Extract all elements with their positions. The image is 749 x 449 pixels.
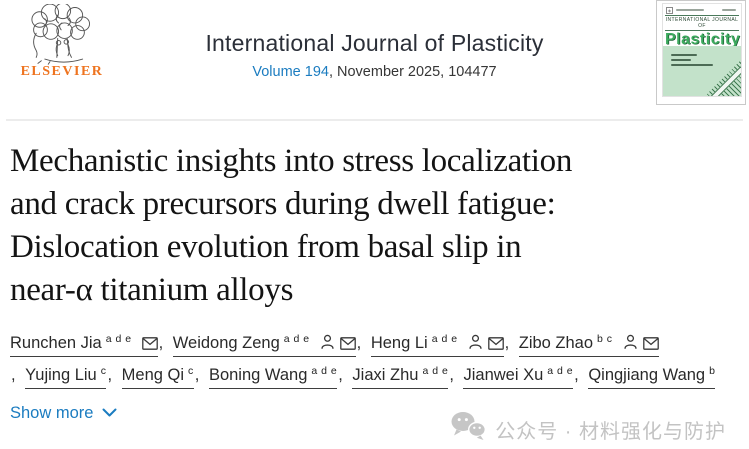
author-affiliation-sup: c [188,365,194,377]
author-item: , Boning Wang a d e [194,359,338,391]
email-icon [137,334,158,352]
author-name: Weidong Zeng [172,334,280,352]
author-link[interactable]: Boning Wang a d e [208,365,338,389]
author-link[interactable]: Jianwei Xu a d e [463,365,574,389]
author-name: Meng Qi [121,366,185,384]
author-list: Runchen Jia a d e, Weidong Zeng a d e, Hen… [10,327,749,391]
elsevier-logo[interactable]: ELSEVIER [12,4,112,80]
cover-text-bar [722,9,736,11]
article-title-line: and crack precursors during dwell fatigu… [10,186,556,222]
chevron-down-icon [102,404,117,423]
email-icon [483,334,504,352]
email-icon [638,334,659,352]
author-affiliation-sup: a d e [311,365,338,377]
journal-cover-thumbnail[interactable]: ◈ INTERNATIONAL JOURNAL OF Plasticity [656,0,746,105]
author-name: Zibo Zhao [518,334,594,352]
author-item: , Jiaxi Zhu a d e [337,359,449,391]
cover-text-bar [676,9,704,11]
author-item: , Meng Qi c [106,359,194,391]
author-affiliation-sup: a d e [422,365,449,377]
person-icon [463,334,483,352]
author-separator: , [449,366,459,384]
person-icon [618,334,638,352]
author-separator: , [158,334,168,352]
author-link[interactable]: Yujing Liu c [25,365,107,389]
journal-header-center: International Journal of Plasticity Volu… [0,30,749,80]
author-item: , Yujing Liu c [10,359,107,391]
author-name: Qingjiang Wang [588,366,706,384]
elsevier-wordmark: ELSEVIER [20,64,104,79]
article-header: Mechanistic insights into stress localiz… [0,140,749,423]
author-name: Heng Li [370,334,428,352]
author-item: Runchen Jia a d e [10,327,158,359]
cover-publisher-mark-icon: ◈ [666,6,673,14]
author-link[interactable]: Heng Li a d e [370,333,504,357]
article-title-line: Dislocation evolution from basal slip in [10,229,522,265]
author-name: Yujing Liu [25,366,97,384]
author-item: , Qingjiang Wang b [573,359,716,391]
author-link[interactable]: Meng Qi c [121,365,194,389]
author-affiliation-sup: a d e [431,333,458,345]
author-item: , Weidong Zeng a d e [158,327,356,359]
journal-title-link[interactable]: International Journal of Plasticity [205,30,544,56]
author-separator: , [574,366,584,384]
header-divider [6,119,743,121]
author-link[interactable]: Jiaxi Zhu a d e [352,365,449,389]
show-more-button[interactable]: Show more [10,404,117,423]
elsevier-tree-icon [12,4,112,66]
author-affiliation-sup: c [100,365,107,377]
email-icon [335,334,356,352]
journal-header: ELSEVIER International Journal of Plasti… [0,0,749,119]
watermark-text: 公众号 · 材料强化与防护 [495,420,726,443]
author-affiliation-sup: a d e [105,333,132,345]
article-title-line: Mechanistic insights into stress localiz… [10,143,573,179]
author-separator: , [356,334,366,352]
wechat-icon [450,411,487,447]
volume-link[interactable]: Volume 194 [252,64,329,80]
author-separator: , [194,366,204,384]
author-separator: , [338,366,348,384]
author-separator: , [11,366,21,384]
author-link[interactable]: Qingjiang Wang b [588,365,716,389]
author-name: Boning Wang [208,366,308,384]
author-affiliation-sup: b [709,365,716,377]
author-affiliation-sup: a d e [283,333,310,345]
article-title-line: near-α titanium alloys [10,272,294,308]
wechat-watermark: 公众号 · 材料强化与防护 [450,411,726,447]
cover-masthead: ◈ [663,4,741,15]
author-name: Jianwei Xu [463,366,544,384]
author-item: , Jianwei Xu a d e [448,359,574,391]
cover-green-panel [663,46,741,96]
author-name: Jiaxi Zhu [352,366,419,384]
show-more-label: Show more [10,404,94,422]
author-separator: , [107,366,117,384]
author-link[interactable]: Weidong Zeng a d e [172,333,356,357]
author-link[interactable]: Zibo Zhao b c [518,333,659,357]
author-affiliation-sup: b c [597,333,613,345]
author-link[interactable]: Runchen Jia a d e [10,333,158,357]
author-name: Runchen Jia [10,334,102,352]
journal-cover-image: ◈ INTERNATIONAL JOURNAL OF Plasticity [662,3,742,97]
person-icon [315,334,335,352]
issue-date-text: , November 2025, 104477 [328,64,497,80]
cover-series-label: INTERNATIONAL JOURNAL OF [665,15,739,31]
author-item: , Zibo Zhao b c [504,327,659,359]
author-item: , Heng Li a d e [356,327,504,359]
article-title: Mechanistic insights into stress localiz… [10,140,739,312]
author-separator: , [504,334,514,352]
author-affiliation-sup: a d e [547,365,574,377]
cover-editor-lines [663,46,741,66]
journal-issue-line: Volume 194, November 2025, 104477 [0,64,749,80]
